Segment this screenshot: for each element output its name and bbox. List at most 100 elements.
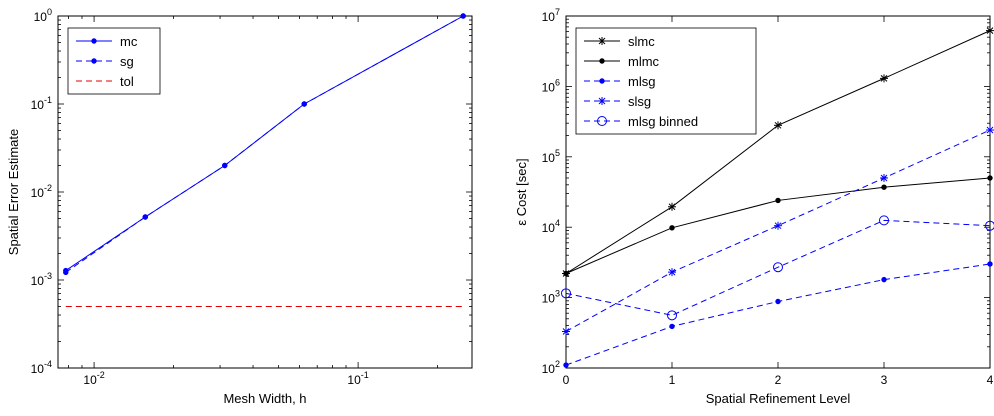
y-tick-label: 100 [34, 7, 52, 24]
y-tick-base: 10 [34, 10, 48, 24]
x-tick-label: 0 [563, 373, 570, 387]
data-point [986, 126, 994, 135]
series-sg [63, 13, 466, 276]
y-axis-title: ε Cost [sec] [514, 158, 529, 225]
y-tick-base: 10 [31, 98, 45, 112]
legend-label: mc [120, 34, 138, 49]
x-tick-label: 10-2 [83, 370, 104, 387]
legend-label: sg [120, 54, 134, 69]
data-point [775, 298, 781, 305]
y-tick-label: 10-3 [31, 271, 52, 288]
data-point [774, 221, 782, 230]
y-tick-label: 10-2 [31, 183, 52, 200]
data-point [142, 214, 148, 220]
data-point [669, 225, 675, 231]
y-tick-exponent: 0 [47, 7, 52, 17]
x-tick-label: 4 [987, 373, 994, 387]
y-tick-base: 10 [542, 10, 556, 24]
y-tick-base: 10 [542, 221, 556, 235]
data-point [561, 288, 571, 299]
data-point [987, 261, 993, 267]
legend-label: slsg [628, 94, 651, 109]
y-tick-exponent: -4 [44, 359, 52, 369]
y-tick-label: 105 [542, 148, 560, 165]
data-point [301, 101, 307, 107]
data-point [562, 327, 570, 336]
legend-marker [599, 58, 605, 64]
legend-marker [597, 116, 607, 126]
data-point [460, 13, 466, 19]
x-tick-exponent: -1 [361, 370, 369, 380]
y-tick-exponent: -2 [44, 183, 52, 193]
data-point [222, 162, 228, 169]
legend-label: slmc [628, 34, 655, 49]
legend-item: mlsg binned [584, 114, 698, 129]
data-point [881, 184, 887, 190]
y-tick-label: 10-4 [31, 359, 52, 376]
data-point [985, 220, 994, 231]
x-tick-label: 10-1 [347, 370, 368, 387]
y-tick-exponent: 5 [555, 148, 560, 158]
y-tick-label: 10-1 [31, 95, 52, 112]
y-tick-exponent: 6 [555, 77, 560, 87]
y-tick-base: 10 [542, 151, 556, 165]
series-line [565, 129, 991, 332]
y-tick-exponent: 7 [555, 7, 560, 17]
legend-box [67, 27, 161, 95]
y-tick-exponent: 2 [555, 359, 560, 369]
x-tick-label: 3 [881, 373, 888, 387]
y-tick-label: 104 [542, 218, 560, 235]
x-tick-label: 1 [669, 373, 676, 387]
series-mlmc [563, 175, 993, 277]
legend-label: tol [120, 74, 134, 89]
legend-label: mlsg [628, 74, 655, 89]
legend-item: sg [76, 54, 134, 69]
data-point [668, 268, 676, 277]
y-tick-exponent: 4 [555, 218, 560, 228]
y-tick-exponent: 3 [555, 289, 560, 299]
data-point [773, 262, 783, 273]
data-point [563, 270, 569, 277]
y-axis-title: Spatial Error Estimate [6, 129, 21, 255]
y-tick-label: 103 [542, 289, 560, 306]
data-point [987, 175, 993, 181]
legend: mc sg tol [67, 27, 161, 95]
data-point [775, 197, 781, 204]
data-point [668, 202, 676, 211]
y-tick-base: 10 [542, 362, 556, 376]
series-line [565, 263, 991, 366]
series-line [565, 219, 991, 316]
data-point [63, 269, 69, 276]
y-tick-label: 107 [542, 7, 560, 24]
y-tick-base: 10 [542, 292, 556, 306]
legend-item: slsg [584, 94, 651, 109]
x-tick-base: 10 [347, 373, 361, 387]
x-tick-base: 10 [83, 373, 97, 387]
y-tick-base: 10 [31, 186, 45, 200]
legend-label: mlmc [628, 54, 660, 69]
x-axis-title: Mesh Width, h [223, 391, 306, 406]
data-point [881, 276, 887, 283]
legend-marker [91, 38, 97, 44]
y-tick-base: 10 [542, 80, 556, 94]
y-tick-label: 106 [542, 77, 560, 94]
legend-marker [599, 78, 605, 84]
y-tick-base: 10 [31, 362, 45, 376]
x-tick-label: 2 [775, 373, 782, 387]
x-axis-title: Spatial Refinement Level [706, 391, 851, 406]
legend-item: mlsg [584, 74, 655, 89]
data-point [880, 74, 888, 83]
data-point [667, 310, 677, 321]
legend-label: mlsg binned [628, 114, 698, 129]
legend-item: mlmc [584, 54, 660, 69]
data-point [774, 121, 782, 130]
legend-item: slmc [584, 34, 655, 49]
y-tick-base: 10 [31, 274, 45, 288]
series-mlsg [563, 261, 993, 368]
data-point [986, 26, 994, 35]
data-point [563, 362, 569, 368]
series-mlsg-binned [561, 215, 994, 321]
y-tick-exponent: -1 [44, 95, 52, 105]
legend-marker [598, 97, 606, 105]
